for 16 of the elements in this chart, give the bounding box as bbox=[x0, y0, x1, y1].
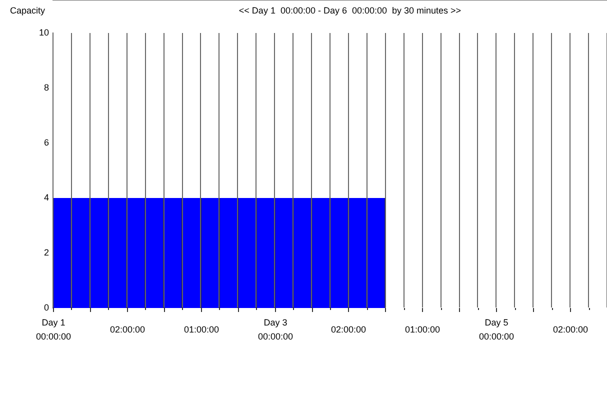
x-tick-label: Day 1 00:00:00 bbox=[36, 317, 72, 342]
x-tick-label: 02:00:00 bbox=[110, 324, 146, 334]
y-axis-title: Capacity bbox=[10, 5, 46, 16]
x-tick-label: Day 5 00:00:00 bbox=[478, 317, 514, 342]
y-tick-label: 6 bbox=[44, 137, 49, 148]
y-tick-label: 8 bbox=[44, 82, 49, 92]
y-tick-label: 2 bbox=[44, 247, 49, 258]
x-tick-label: 02:00:00 bbox=[330, 324, 366, 334]
x-tick-label: 01:00:00 bbox=[184, 324, 220, 334]
x-tick-label: 01:00:00 bbox=[404, 324, 440, 334]
y-tick-label: 4 bbox=[44, 192, 49, 202]
chart-title: << Day 1 00:00:00 - Day 6 00:00:00 by 30 minutes >> bbox=[238, 5, 462, 16]
y-tick-label: 0 bbox=[44, 302, 49, 312]
y-tick-label: 10 bbox=[38, 27, 49, 38]
x-tick-label: Day 3 00:00:00 bbox=[258, 317, 294, 342]
x-tick-label: 02:00:00 bbox=[552, 324, 588, 334]
